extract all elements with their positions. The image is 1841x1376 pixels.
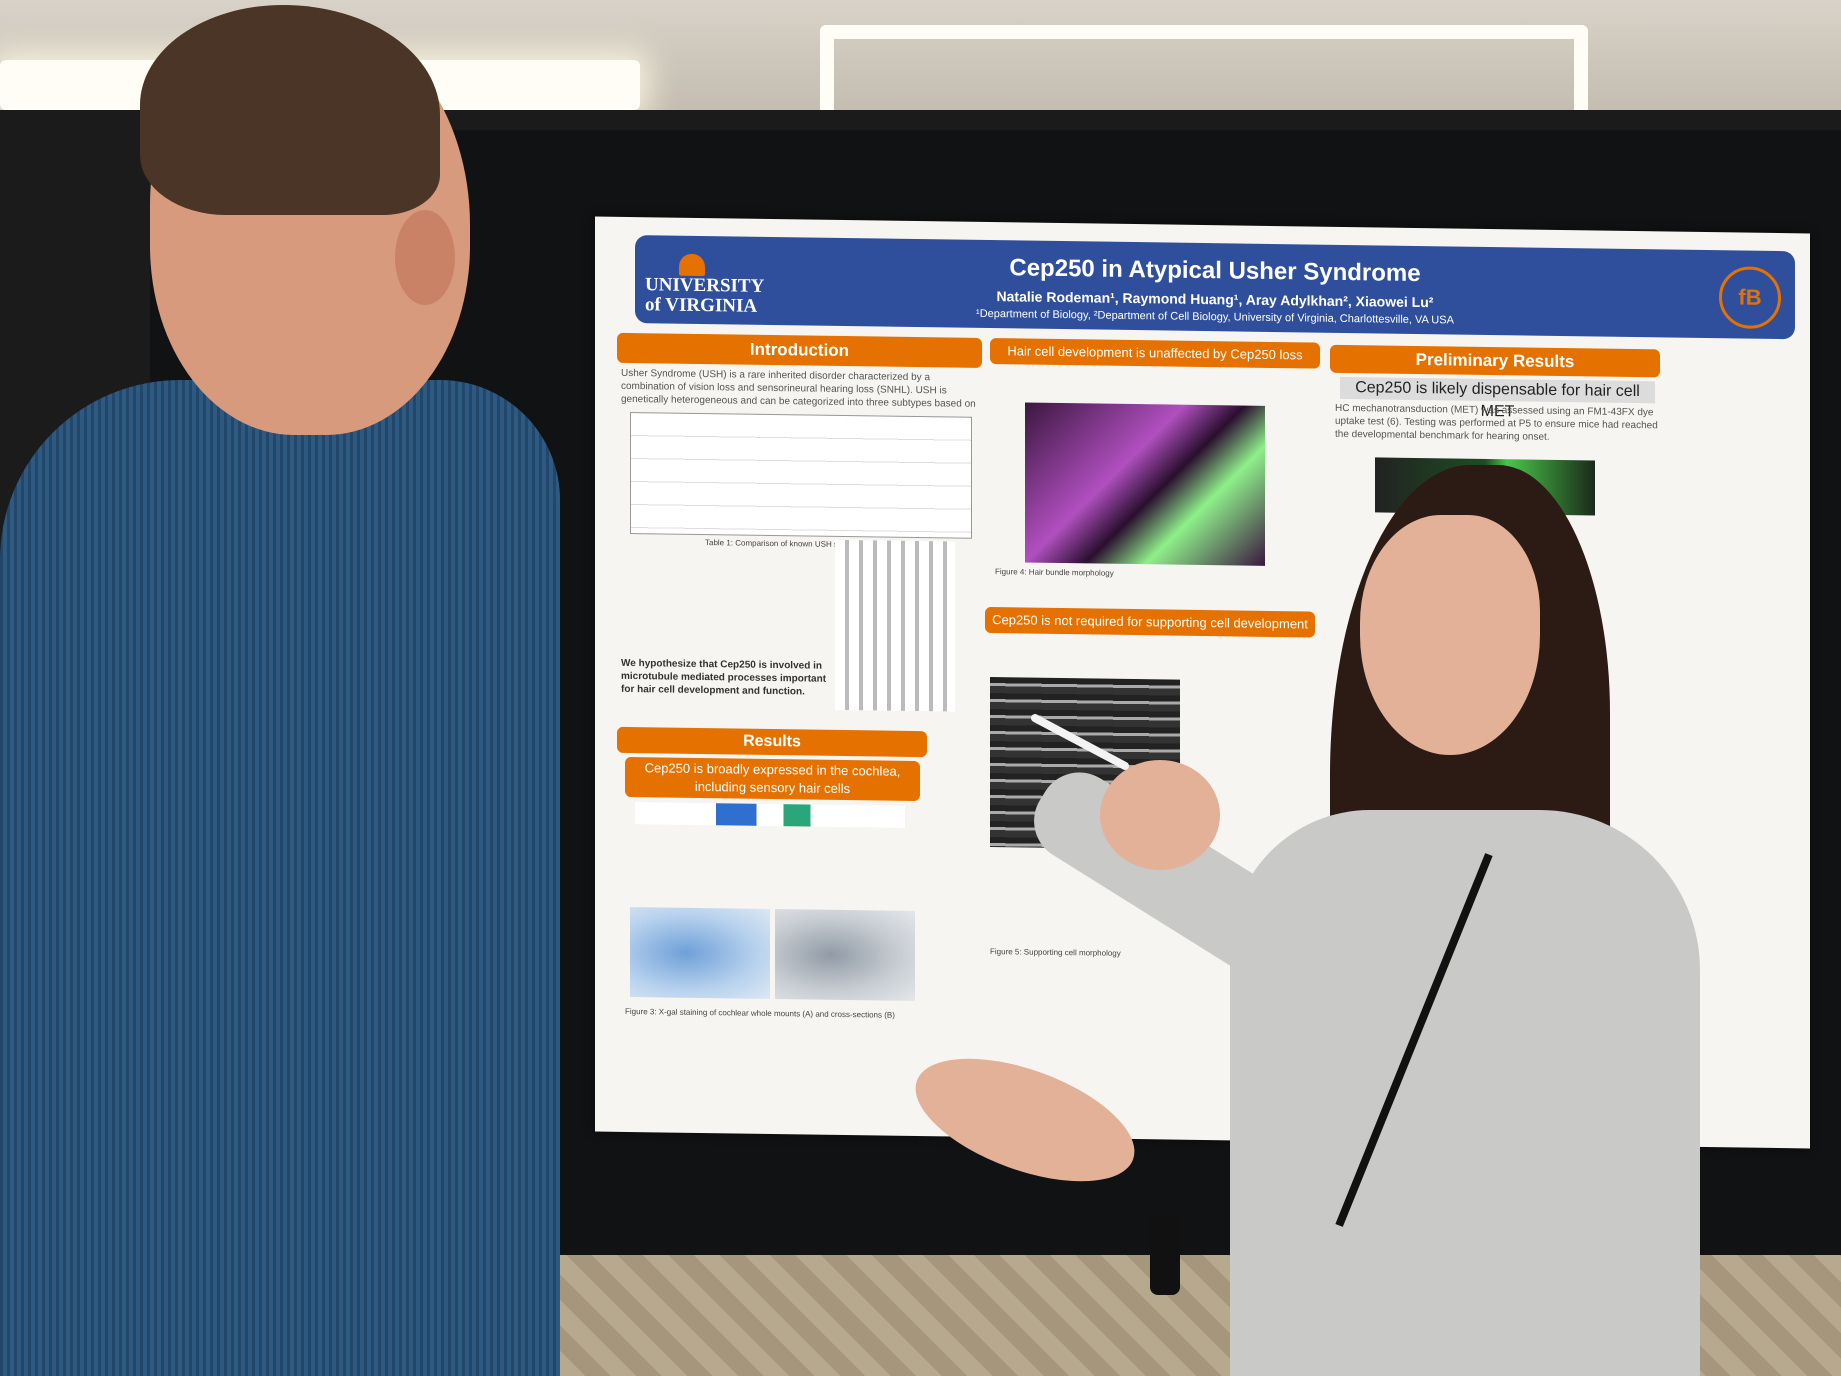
hypothesis-text: We hypothesize that Cep250 is involved i… (621, 657, 827, 698)
results-subheading: Cep250 is broadly expressed in the cochl… (625, 756, 920, 802)
preliminary-subheading: Cep250 is likely dispensable for hair ce… (1340, 376, 1655, 420)
gene-diagram (635, 802, 905, 828)
preliminary-heading: Preliminary Results (1330, 344, 1660, 378)
poster-title: Cep250 in Atypical Usher Syndrome (1009, 254, 1421, 288)
pen (1029, 712, 1131, 772)
raised-hand (1100, 760, 1220, 870)
blue-striped-shirt (0, 380, 560, 1376)
man-hair (140, 5, 440, 215)
stereocilia-diagram (835, 539, 955, 712)
man-viewer (0, 5, 560, 1376)
xgal-wholemount-image (630, 907, 770, 999)
gray-cardigan (1230, 810, 1700, 1376)
lab-logo-icon: fB (1719, 266, 1781, 330)
woman-presenter (899, 465, 1841, 1376)
results-heading: Results (617, 726, 927, 758)
preliminary-text: HC mechanotransduction (MET) was assesse… (1335, 402, 1658, 443)
poster-header: UNIVERSITY of VIRGINIA Cep250 in Atypica… (635, 235, 1795, 340)
university-logo: UNIVERSITY of VIRGINIA (645, 253, 765, 317)
wristwatch (1150, 1215, 1180, 1295)
figure3-caption: Figure 3: X-gal staining of cochlear who… (625, 1006, 895, 1020)
xgal-section-image (775, 909, 915, 1001)
intro-text: Usher Syndrome (USH) is a rare inherited… (621, 367, 976, 412)
usher-subtypes-table (630, 412, 972, 539)
man-ear (395, 210, 455, 305)
hair-cell-heading: Hair cell development is unaffected by C… (990, 338, 1320, 369)
woman-face (1360, 515, 1540, 755)
introduction-heading: Introduction (617, 332, 982, 368)
